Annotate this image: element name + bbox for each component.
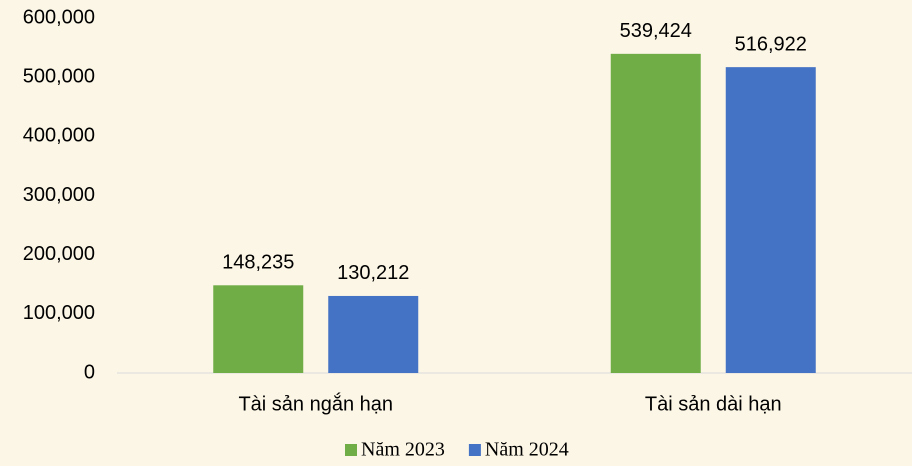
y-tick-label: 0 [84, 361, 95, 383]
y-tick-label: 300,000 [23, 184, 95, 206]
data-label: 539,424 [620, 20, 692, 42]
legend-label: Năm 2024 [485, 439, 569, 461]
legend-swatch [468, 444, 481, 456]
y-tick-label: 600,000 [23, 6, 95, 28]
bar [725, 67, 816, 373]
x-tick-label: Tài sản dài hạn [645, 393, 782, 415]
y-tick-label: 200,000 [23, 243, 95, 265]
data-label: 130,212 [337, 262, 409, 284]
y-tick-label: 500,000 [23, 65, 95, 87]
bar [328, 295, 419, 373]
legend-label: Năm 2023 [361, 439, 445, 461]
bar [213, 285, 304, 373]
legend-swatch [345, 444, 357, 456]
x-tick-label: Tài sản ngắn hạn [238, 392, 393, 415]
bar [610, 53, 701, 374]
data-label: 516,922 [735, 33, 807, 55]
data-label: 148,235 [222, 252, 294, 274]
y-tick-label: 400,000 [23, 125, 95, 147]
y-tick-label: 100,000 [23, 302, 95, 324]
